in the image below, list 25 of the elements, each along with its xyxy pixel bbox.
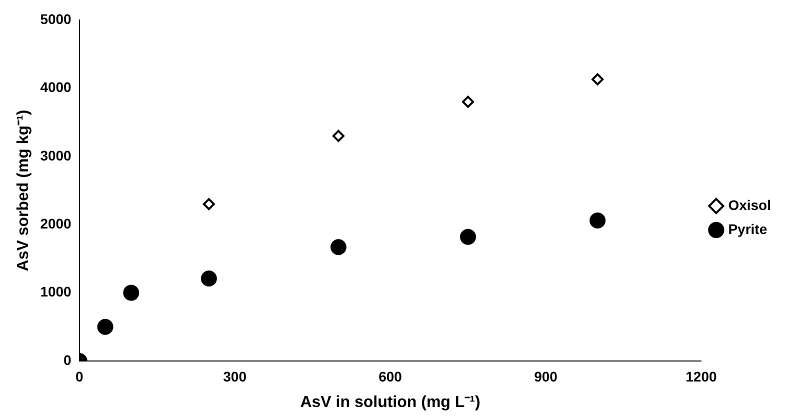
y-tick-label: 2000	[40, 215, 72, 232]
point	[200, 270, 217, 286]
point	[97, 318, 114, 335]
x-tick-label: 300	[223, 368, 247, 384]
x-tick-label: 0	[75, 368, 84, 384]
point	[460, 228, 476, 245]
y-tick-label: 0	[64, 352, 72, 368]
y-tick-label: 4000	[40, 79, 72, 96]
legend-label: Oxisol	[728, 196, 772, 213]
y-tick-label: 1000	[40, 284, 72, 300]
point	[592, 73, 604, 86]
y-tick-label: 5000	[40, 10, 72, 27]
y-axis-title: AsV sorbed (mg kg⁻¹)	[15, 110, 32, 272]
x-tick-label: 1200	[686, 368, 717, 384]
x-tick-label: 600	[378, 368, 402, 384]
point	[123, 284, 140, 301]
point	[330, 239, 346, 256]
y-tick-label: 3000	[40, 147, 72, 164]
point	[332, 130, 344, 142]
legend-label: Pyrite	[728, 220, 768, 237]
x-tick-label: 900	[534, 368, 558, 384]
point	[202, 198, 215, 210]
point	[590, 212, 606, 229]
point	[462, 96, 474, 108]
x-axis-title: AsV in solution (mg L⁻¹)	[300, 394, 480, 411]
